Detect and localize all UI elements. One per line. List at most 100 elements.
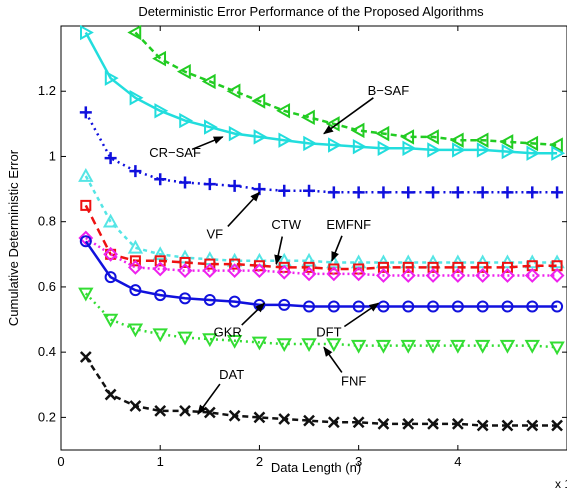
data-point [276, 264, 292, 280]
data-point [425, 268, 441, 283]
annotation-label: FNF [341, 374, 366, 389]
data-point [80, 199, 92, 211]
data-point [326, 338, 342, 353]
x-tick-label: 3 [355, 454, 362, 469]
data-point [476, 419, 489, 432]
data-point [278, 184, 291, 197]
data-point [452, 142, 466, 158]
data-point [201, 73, 216, 90]
data-point [301, 338, 317, 353]
data-point [252, 263, 267, 279]
data-point [204, 119, 218, 135]
data-point [352, 138, 367, 155]
x-tick-label: 1 [157, 454, 164, 469]
data-point [452, 261, 464, 273]
data-point [551, 186, 564, 199]
y-tick-label: 1.2 [38, 83, 56, 98]
annotation: GKR [214, 302, 266, 340]
data-point [474, 132, 489, 148]
data-point [104, 388, 117, 401]
data-point [303, 261, 315, 273]
data-point [427, 186, 440, 199]
data-point [251, 336, 268, 351]
series-line [84, 356, 558, 427]
data-point [104, 70, 119, 86]
data-point [551, 300, 564, 313]
annotation-label: CTW [271, 217, 301, 232]
data-point [79, 235, 92, 248]
data-point [376, 268, 391, 283]
data-point [179, 292, 192, 305]
data-point [451, 418, 464, 430]
data-point [179, 404, 191, 417]
data-point [499, 134, 514, 150]
data-point [427, 261, 439, 273]
series-emfnf [78, 230, 565, 283]
data-point [129, 90, 144, 106]
data-point [377, 418, 390, 430]
data-point [451, 300, 464, 313]
data-point [402, 186, 415, 199]
data-point [152, 246, 168, 261]
data-point [104, 271, 117, 284]
data-point [78, 287, 94, 302]
annotation-arrow [197, 383, 221, 415]
data-point [400, 339, 416, 354]
data-point [352, 300, 365, 313]
data-point [474, 339, 491, 354]
data-point [102, 313, 119, 328]
data-point [80, 24, 94, 41]
series-line [85, 236, 558, 277]
annotation-arrow [323, 97, 374, 135]
y-tick-label: 1 [49, 148, 56, 163]
data-point [78, 167, 94, 182]
data-point [127, 24, 142, 41]
data-point [451, 186, 464, 199]
data-point [278, 298, 291, 311]
data-point [300, 109, 315, 126]
data-point [400, 268, 416, 283]
data-point [549, 137, 563, 153]
annotation-arrow [227, 191, 261, 228]
data-point [350, 122, 365, 139]
data-point [177, 263, 193, 279]
data-point [176, 63, 191, 80]
data-point [524, 135, 539, 152]
annotation-label: B−SAF [368, 83, 410, 98]
data-point [449, 132, 464, 148]
annotation: VF [206, 191, 261, 242]
annotation-label: EMFNF [326, 217, 371, 232]
data-point [377, 261, 389, 273]
data-point [79, 351, 92, 363]
data-point [526, 186, 539, 199]
y-axis-label: Cumulative Deterministic Error [6, 149, 21, 326]
data-point [154, 255, 166, 267]
data-point [129, 400, 142, 412]
plot-area [60, 25, 567, 451]
series-b-saf [127, 24, 563, 153]
data-point [179, 176, 192, 189]
x-tick-label: 2 [256, 454, 263, 469]
annotation: DAT [197, 367, 244, 415]
data-point [526, 419, 539, 432]
data-point [402, 300, 415, 313]
data-point [352, 186, 365, 199]
data-point [476, 142, 491, 158]
data-point [228, 295, 241, 308]
y-tick-label: 0.4 [38, 344, 56, 359]
annotations: B−SAF CR−SAF VF CTW EMFNF GKR DFT FNF DAT [149, 83, 410, 415]
data-point [427, 418, 439, 430]
chart-title: Deterministic Error Performance of the P… [138, 4, 484, 19]
data-point [375, 125, 390, 142]
data-point [327, 300, 340, 313]
data-point [402, 418, 415, 430]
data-point [127, 259, 143, 275]
annotation-label: DFT [316, 325, 341, 340]
annotation: CTW [271, 217, 302, 266]
data-point [425, 339, 441, 354]
data-point [154, 173, 167, 186]
annotation: DFT [316, 302, 380, 340]
annotation: CR−SAF [149, 136, 224, 160]
data-point [229, 258, 241, 270]
data-point [450, 339, 466, 354]
